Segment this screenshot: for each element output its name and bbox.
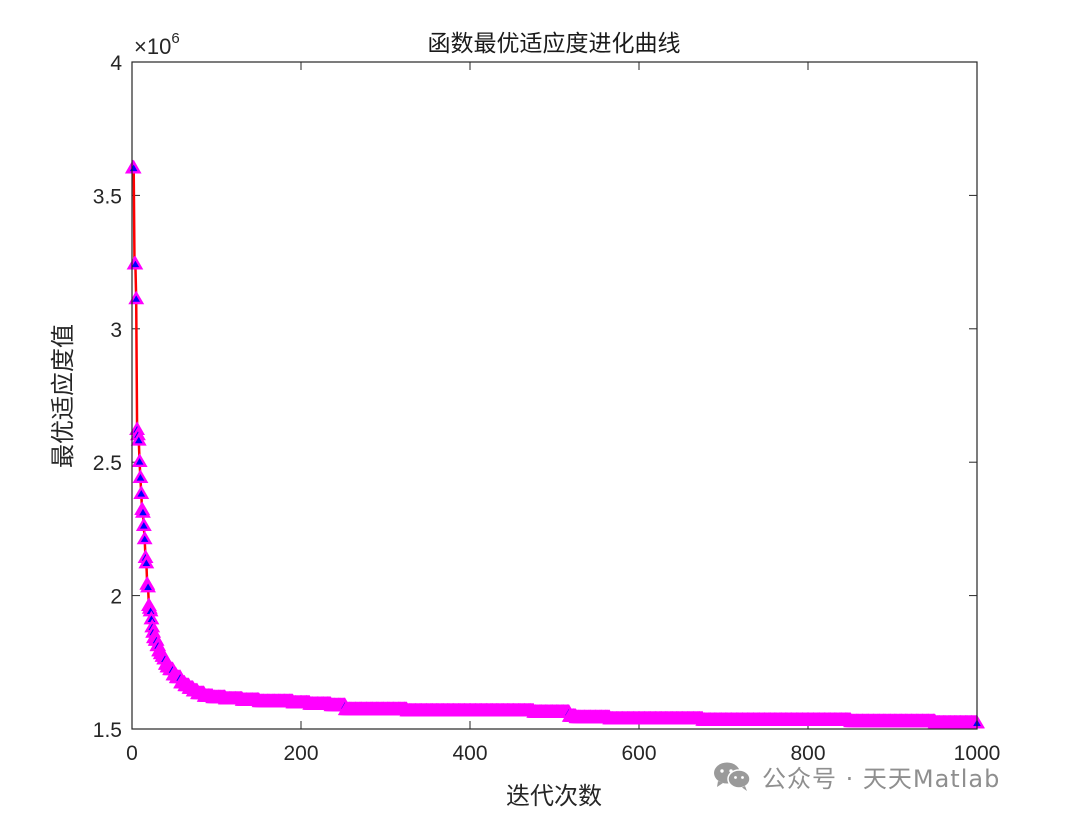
data-point-marker [136,530,153,545]
y-exponent-base: ×10 [134,34,171,59]
tick-labels: 0 200 400 600 800 1000 1.5 2 2.5 3 3.5 4 [93,52,1001,765]
data-point-marker [131,453,148,467]
y-tick-label: 3 [110,319,122,342]
data-point-marker [128,290,145,305]
data-point-marker [140,578,156,593]
y-tick-label: 3.5 [93,185,122,208]
plot-series [124,159,986,729]
y-axis-label: 最优适应度值 [49,324,77,468]
watermark-text: 公众号 · 天天Matlab [762,764,1001,793]
axes-box [131,61,978,730]
watermark: 公众号 · 天天Matlab [712,758,1000,794]
y-tick-label: 1.5 [93,719,122,742]
data-point-marker [135,517,152,531]
wechat-icon [714,762,751,791]
y-exponent-label: ×106 [134,30,180,59]
x-tick-label: 200 [283,742,318,765]
data-point-marker [138,554,155,569]
y-tick-label: 4 [110,52,122,75]
plot-area [132,62,977,729]
y-tick-label: 2.5 [93,452,122,475]
x-tick-label: 400 [452,742,487,765]
x-tick-label: 1000 [954,742,1001,765]
data-point-marker [135,504,151,518]
data-point-marker [125,159,142,174]
y-tick-label: 2 [110,586,122,609]
data-point-marker [133,485,150,499]
y-exponent-power: 6 [171,30,179,47]
chart-title: 函数最优适应度进化曲线 [428,31,681,57]
data-point-marker [132,469,149,483]
x-axis-label: 迭代次数 [506,782,602,810]
x-tick-label: 800 [790,742,825,765]
x-tick-label: 600 [621,742,656,765]
x-tick-label: 0 [126,742,138,765]
data-point-marker [130,432,147,446]
